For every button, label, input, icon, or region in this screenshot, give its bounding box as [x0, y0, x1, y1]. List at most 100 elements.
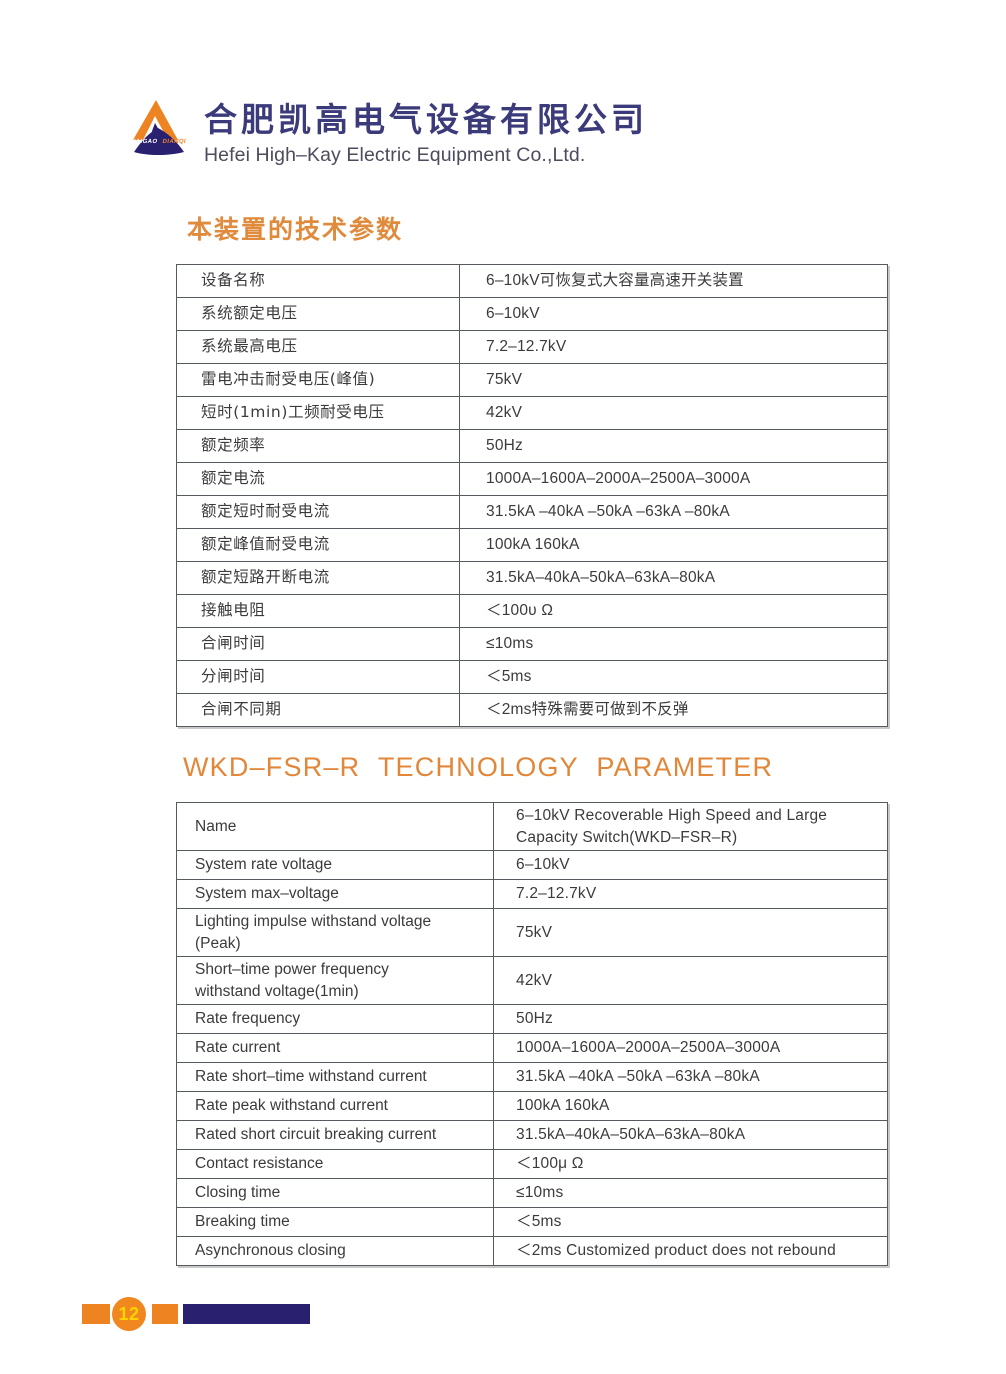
param-value: 31.5kA –40kA –50kA –63kA –80kA — [493, 1062, 888, 1092]
footer-decor-rect-left — [82, 1304, 110, 1324]
table-row: 额定峰值耐受电流 100kA 160kA — [176, 528, 888, 562]
param-label: Lighting impulse withstand voltage (Peak… — [176, 908, 494, 957]
param-label: 设备名称 — [176, 264, 460, 298]
param-value: ＜2ms特殊需要可做到不反弹 — [459, 693, 888, 727]
param-value: 7.2–12.7kV — [493, 879, 888, 909]
param-label: 额定短时耐受电流 — [176, 495, 460, 529]
table-row: 系统额定电压 6–10kV — [176, 297, 888, 331]
table-row: 合闸时间 ≤10ms — [176, 627, 888, 661]
param-value: 7.2–12.7kV — [459, 330, 888, 364]
param-label: 接触电阻 — [176, 594, 460, 628]
table-row: 额定频率 50Hz — [176, 429, 888, 463]
param-value: 1000A–1600A–2000A–2500A–3000A — [493, 1033, 888, 1063]
param-value: 50Hz — [493, 1004, 888, 1034]
param-label: 合闸不同期 — [176, 693, 460, 727]
param-value: 42kV — [459, 396, 888, 430]
param-label: Rate short–time withstand current — [176, 1062, 494, 1092]
table-row: 雷电冲击耐受电压(峰值) 75kV — [176, 363, 888, 397]
table-row: 额定电流 1000A–1600A–2000A–2500A–3000A — [176, 462, 888, 496]
technical-parameters-table-en: Name 6–10kV Recoverable High Speed and L… — [176, 802, 888, 1266]
footer-decor-bar — [183, 1304, 310, 1324]
heading-technology: TECHNOLOGY — [377, 752, 579, 782]
param-value: 6–10kV — [459, 297, 888, 331]
param-label: System rate voltage — [176, 850, 494, 880]
param-label: 合闸时间 — [176, 627, 460, 661]
param-label: System max–voltage — [176, 879, 494, 909]
table-row: 额定短时耐受电流 31.5kA –40kA –50kA –63kA –80kA — [176, 495, 888, 529]
footer-decor-rect-right — [152, 1304, 178, 1324]
page-number-badge: 12 — [112, 1297, 146, 1331]
table-row: 接触电阻 ＜100υ Ω — [176, 594, 888, 628]
param-label: 分闸时间 — [176, 660, 460, 694]
param-value: 1000A–1600A–2000A–2500A–3000A — [459, 462, 888, 496]
param-value: 50Hz — [459, 429, 888, 463]
param-value: 6–10kV可恢复式大容量高速开关装置 — [459, 264, 888, 298]
table-row: Short–time power frequency withstand vol… — [176, 956, 888, 1005]
param-value: 75kV — [493, 908, 888, 957]
section-heading-cn: 本装置的技术参数 — [187, 215, 404, 244]
param-value: 100kA 160kA — [459, 528, 888, 562]
table-row: 短时(1min)工频耐受电压 42kV — [176, 396, 888, 430]
param-value: ＜100μ Ω — [493, 1149, 888, 1179]
param-value: 31.5kA –40kA –50kA –63kA –80kA — [459, 495, 888, 529]
param-label: 额定峰值耐受电流 — [176, 528, 460, 562]
table-row: System max–voltage 7.2–12.7kV — [176, 879, 888, 909]
param-label: Asynchronous closing — [176, 1236, 494, 1266]
table-row: Asynchronous closing ＜2ms Customized pro… — [176, 1236, 888, 1266]
table-row: Breaking time ＜5ms — [176, 1207, 888, 1237]
param-value: ＜2ms Customized product does not rebound — [493, 1236, 888, 1266]
table-row: 额定短路开断电流 31.5kA–40kA–50kA–63kA–80kA — [176, 561, 888, 595]
table-row: Rate short–time withstand current 31.5kA… — [176, 1062, 888, 1092]
param-value: ＜5ms — [459, 660, 888, 694]
table-row: Contact resistance ＜100μ Ω — [176, 1149, 888, 1179]
table-row: 分闸时间 ＜5ms — [176, 660, 888, 694]
param-value: 100kA 160kA — [493, 1091, 888, 1121]
param-value: 6–10kV Recoverable High Speed and Large … — [493, 802, 888, 851]
heading-parameter: PARAMETER — [596, 752, 774, 782]
param-label: Contact resistance — [176, 1149, 494, 1179]
table-row: Rate frequency 50Hz — [176, 1004, 888, 1034]
param-label: Breaking time — [176, 1207, 494, 1237]
company-name-cn: 合肥凯高电气设备有限公司 — [204, 100, 648, 139]
param-value: 31.5kA–40kA–50kA–63kA–80kA — [493, 1120, 888, 1150]
param-label: Short–time power frequency withstand vol… — [176, 956, 494, 1005]
page-footer: 12 — [0, 1296, 1006, 1336]
table-row: Rated short circuit breaking current 31.… — [176, 1120, 888, 1150]
section-heading-en: WKD–FSR–R TECHNOLOGY PARAMETER — [183, 752, 773, 783]
param-label: 额定短路开断电流 — [176, 561, 460, 595]
table-row: Rate peak withstand current 100kA 160kA — [176, 1091, 888, 1121]
table-row: System rate voltage 6–10kV — [176, 850, 888, 880]
param-label: 额定频率 — [176, 429, 460, 463]
table-row: 合闸不同期 ＜2ms特殊需要可做到不反弹 — [176, 693, 888, 727]
param-value: ＜5ms — [493, 1207, 888, 1237]
table-row: Closing time ≤10ms — [176, 1178, 888, 1208]
param-label: 短时(1min)工频耐受电压 — [176, 396, 460, 430]
logo-text-dianqi: DIANQI — [161, 139, 187, 145]
company-name-en: Hefei High–Kay Electric Equipment Co.,Lt… — [204, 143, 586, 166]
param-label: 系统额定电压 — [176, 297, 460, 331]
table-row: 系统最高电压 7.2–12.7kV — [176, 330, 888, 364]
table-row: 设备名称 6–10kV可恢复式大容量高速开关装置 — [176, 264, 888, 298]
param-value: 6–10kV — [493, 850, 888, 880]
param-label: 雷电冲击耐受电压(峰值) — [176, 363, 460, 397]
param-value: ≤10ms — [459, 627, 888, 661]
param-label: Name — [176, 802, 494, 851]
heading-model: WKD–FSR–R — [183, 752, 361, 782]
table-row: Rate current 1000A–1600A–2000A–2500A–300… — [176, 1033, 888, 1063]
param-value: 31.5kA–40kA–50kA–63kA–80kA — [459, 561, 888, 595]
param-label: Rate peak withstand current — [176, 1091, 494, 1121]
technical-parameters-table-cn: 设备名称 6–10kV可恢复式大容量高速开关装置 系统额定电压 6–10kV 系… — [176, 264, 888, 727]
param-label: Rated short circuit breaking current — [176, 1120, 494, 1150]
param-label: Rate current — [176, 1033, 494, 1063]
logo-text-kaigao: KAIGAO — [130, 139, 158, 145]
param-value: ＜100υ Ω — [459, 594, 888, 628]
param-value: 42kV — [493, 956, 888, 1005]
table-row: Lighting impulse withstand voltage (Peak… — [176, 908, 888, 957]
param-label: 系统最高电压 — [176, 330, 460, 364]
param-value: 75kV — [459, 363, 888, 397]
param-label: Rate frequency — [176, 1004, 494, 1034]
param-label: 额定电流 — [176, 462, 460, 496]
page-header: KAIGAO DIANQI 合肥凯高电气设备有限公司 Hefei High–Ka… — [128, 96, 648, 167]
param-label: Closing time — [176, 1178, 494, 1208]
company-logo-icon: KAIGAO DIANQI — [128, 96, 192, 162]
